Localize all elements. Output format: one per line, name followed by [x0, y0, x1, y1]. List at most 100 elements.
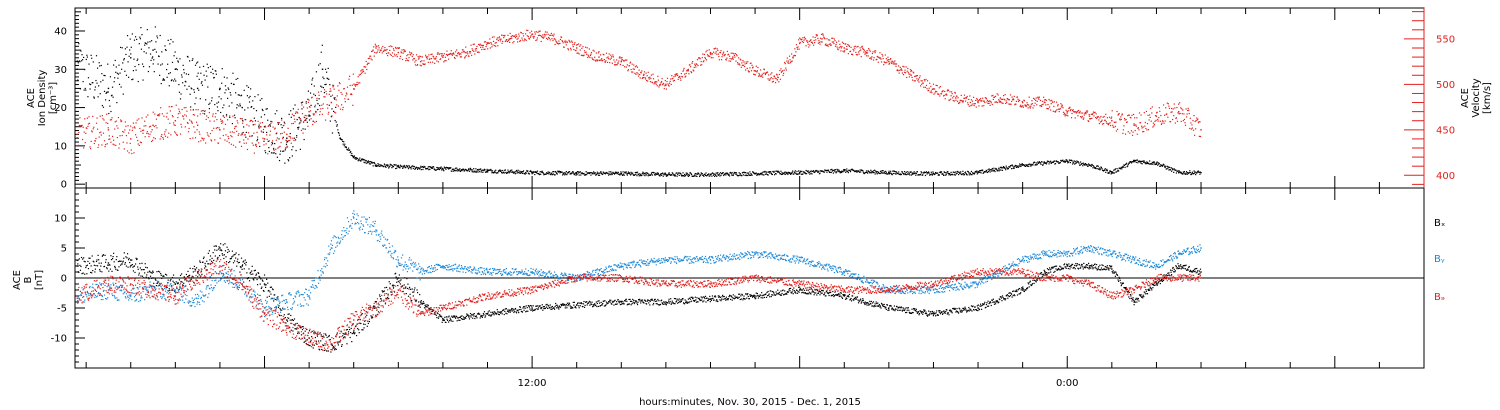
density-series-point: [330, 95, 332, 97]
density-series-point: [518, 172, 520, 174]
velocity-series-point: [864, 53, 866, 55]
density-series-point: [925, 171, 928, 173]
velocity-series-point: [292, 122, 295, 125]
velocity-series-point: [262, 128, 265, 131]
density-series-point: [1186, 173, 1188, 175]
velocity-series-point: [1066, 114, 1068, 116]
velocity-series-point: [853, 50, 855, 52]
velocity-series-point: [1127, 114, 1129, 117]
velocity-series-point: [523, 40, 525, 42]
velocity-series-point: [275, 148, 277, 150]
velocity-series-point: [753, 70, 755, 72]
bx-series-point: [240, 266, 242, 269]
velocity-series-point: [264, 125, 266, 127]
velocity-series-point: [1109, 124, 1112, 127]
velocity-series-point: [448, 58, 450, 60]
velocity-series-point: [944, 98, 946, 100]
density-series-point: [1194, 172, 1196, 174]
velocity-series-point: [1158, 107, 1160, 109]
velocity-series-point: [1025, 104, 1027, 106]
velocity-series-point: [463, 50, 465, 52]
velocity-series-point: [407, 60, 410, 62]
velocity-series-point: [404, 49, 406, 51]
density-series-point: [167, 39, 169, 41]
velocity-series-point: [718, 55, 720, 58]
density-series-point: [442, 169, 444, 171]
density-series-point: [553, 171, 555, 173]
density-series-point: [663, 174, 665, 176]
density-series-point: [139, 36, 141, 38]
density-series-point: [384, 164, 386, 166]
density-series-point: [103, 90, 106, 93]
velocity-series-point: [1150, 107, 1152, 110]
density-series-point: [727, 173, 729, 175]
velocity-series-point: [461, 51, 463, 53]
density-series-point: [942, 173, 944, 175]
velocity-series-point: [969, 101, 971, 104]
velocity-series-point: [709, 55, 711, 58]
density-series-point: [236, 104, 238, 106]
velocity-series-point: [762, 72, 764, 74]
velocity-series-point: [620, 59, 623, 61]
density-series-point: [453, 168, 455, 170]
velocity-series-point: [1179, 102, 1181, 104]
density-series-point: [1092, 167, 1094, 169]
bx-series-point: [140, 275, 142, 277]
density-series-point: [735, 172, 738, 174]
density-series-point: [669, 173, 671, 175]
velocity-series-point: [701, 64, 703, 66]
density-series-point: [351, 154, 353, 157]
velocity-series-point: [368, 62, 370, 64]
velocity-series-point: [826, 44, 829, 46]
velocity-series-point: [674, 75, 677, 77]
velocity-series-point: [970, 105, 972, 107]
density-series-point: [787, 173, 789, 176]
density-series-point: [1045, 163, 1047, 165]
velocity-series-point: [427, 56, 429, 58]
velocity-series-point: [598, 51, 600, 53]
velocity-series-point: [507, 34, 509, 36]
velocity-series-point: [568, 39, 570, 41]
density-series-point: [514, 171, 516, 173]
velocity-series-point: [748, 71, 750, 73]
velocity-series-point: [251, 142, 253, 144]
velocity-series-point: [613, 64, 616, 66]
velocity-series-point: [573, 48, 575, 51]
density-series-point: [151, 40, 153, 42]
density-series-point: [181, 76, 183, 78]
density-series-point: [1143, 161, 1145, 163]
density-series-point: [700, 174, 702, 176]
velocity-series-point: [954, 92, 956, 94]
velocity-series-point: [875, 50, 877, 52]
bx-series-point: [297, 332, 299, 335]
velocity-series-point: [487, 48, 489, 50]
density-series-point: [1024, 165, 1027, 167]
bx-series-point: [253, 279, 255, 281]
density-series-point: [868, 171, 870, 173]
velocity-series-point: [252, 120, 254, 123]
velocity-series-point: [167, 136, 169, 138]
velocity-series-point: [895, 63, 898, 65]
velocity-series-point: [776, 73, 778, 75]
density-series-point: [716, 175, 718, 177]
velocity-series-point: [999, 100, 1001, 102]
density-series-point: [1077, 161, 1080, 163]
density-series-point: [334, 98, 336, 100]
velocity-series-point: [769, 78, 771, 80]
density-series-point: [720, 174, 722, 176]
density-series-point: [102, 106, 105, 108]
density-series-point: [667, 174, 669, 176]
velocity-series-point: [650, 74, 653, 76]
velocity-series-point: [276, 132, 278, 134]
velocity-series-point: [689, 64, 691, 66]
density-series-point: [1075, 162, 1077, 164]
density-series-point: [303, 138, 305, 141]
bx-series-point: [246, 272, 248, 274]
velocity-series-point: [1169, 121, 1172, 123]
density-series-point: [897, 173, 899, 175]
bx-series-point: [210, 260, 213, 262]
density-series-point: [757, 173, 760, 175]
density-series-point: [1057, 161, 1059, 163]
density-series-point: [1032, 162, 1035, 164]
